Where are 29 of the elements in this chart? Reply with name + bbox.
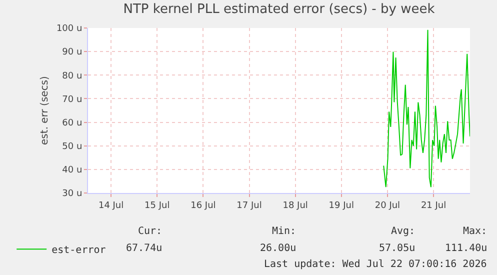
y-tick-label: 30 u <box>62 189 82 200</box>
x-tick-label: 18 Jul <box>282 200 308 211</box>
text: Avg: <box>391 226 416 237</box>
chart-title: NTP kernel PLL estimated error (secs) - by week <box>123 2 436 18</box>
y-tick-label: 60 u <box>62 118 82 128</box>
text: Max: <box>463 226 488 237</box>
y-tick-label: 70 u <box>62 94 82 105</box>
x-tick-label: 21 Jul <box>420 200 446 211</box>
y-axis-title: est. err (secs) <box>39 76 50 145</box>
text: 57.05u <box>379 243 416 254</box>
y-tick-label: 40 u <box>62 166 82 176</box>
x-tick-label: 19 Jul <box>328 200 354 211</box>
x-tick-label: 20 Jul <box>374 200 400 211</box>
y-tick-label: 90 u <box>62 48 82 58</box>
y-tick-label: 80 u <box>62 71 82 82</box>
legend-label: est-error <box>52 245 106 256</box>
y-tick-label: 100 u <box>56 24 82 34</box>
text: Cur: <box>138 226 162 237</box>
x-tick-label: 17 Jul <box>236 200 262 211</box>
text: 67.74u <box>126 243 162 254</box>
x-tick-label: 15 Jul <box>144 200 170 211</box>
x-tick-label: 16 Jul <box>190 200 216 211</box>
x-tick-label: 14 Jul <box>98 200 124 211</box>
line-series <box>383 29 470 188</box>
text: 111.40u <box>445 243 488 254</box>
text: 26.00u <box>260 243 296 254</box>
text: Last update: Wed Jul 22 07:00:16 2026 <box>264 259 487 270</box>
text: Min: <box>272 226 296 237</box>
y-tick-label: 50 u <box>62 142 82 152</box>
